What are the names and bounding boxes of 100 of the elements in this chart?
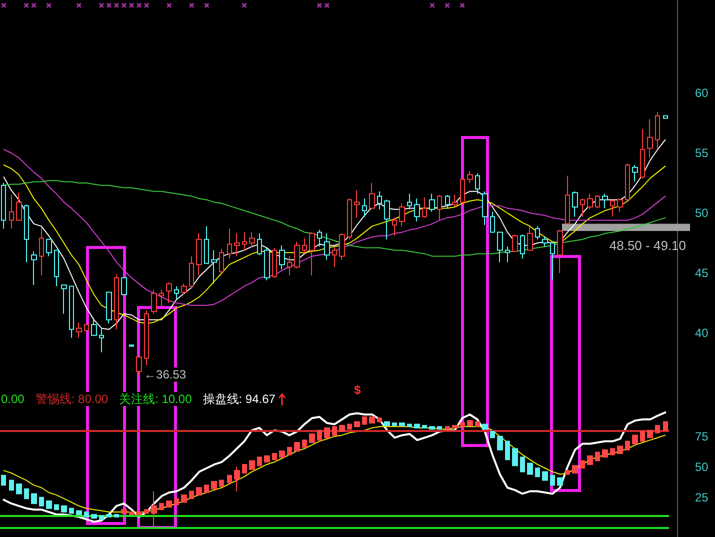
candlestick <box>512 234 518 252</box>
candlestick <box>196 232 202 276</box>
candlestick <box>1 474 6 486</box>
candlestick <box>602 449 608 458</box>
candlestick <box>99 515 104 520</box>
candlestick <box>257 232 262 256</box>
candlestick <box>317 430 322 441</box>
candlestick <box>647 118 653 158</box>
ref-line-label: 0.00 <box>0 392 26 406</box>
candlestick <box>527 462 533 475</box>
candlestick <box>91 514 97 519</box>
candlestick <box>384 421 390 426</box>
candlestick <box>557 477 563 486</box>
candlestick <box>520 456 525 472</box>
candlestick <box>640 128 645 179</box>
candlestick <box>595 452 600 462</box>
candlestick <box>557 229 563 274</box>
candlestick <box>302 238 307 254</box>
candlestick <box>399 422 405 426</box>
y-tick-label: 55 <box>695 146 709 160</box>
candlestick <box>625 163 630 200</box>
candlestick <box>136 512 142 515</box>
candlestick <box>61 284 67 314</box>
candlestick <box>369 182 375 210</box>
candlestick <box>339 232 345 260</box>
candlestick <box>69 508 74 514</box>
candlestick <box>106 292 112 324</box>
y-tick-label: 45 <box>695 266 709 280</box>
candlestick <box>414 198 420 222</box>
candlestick <box>31 493 37 504</box>
candlestick <box>655 112 660 150</box>
candlestick <box>445 426 450 430</box>
candlestick <box>257 456 262 466</box>
candlestick <box>362 198 367 218</box>
candlestick <box>151 490 157 528</box>
y-tick-label: 50 <box>695 206 709 220</box>
candlestick <box>227 474 232 484</box>
candlestick <box>580 198 585 218</box>
candlestick <box>272 452 277 460</box>
candlestick <box>332 247 337 268</box>
candlestick <box>174 286 179 300</box>
candlestick <box>279 450 285 458</box>
candlestick <box>632 164 638 182</box>
candlestick <box>347 198 352 240</box>
candlestick <box>76 510 82 515</box>
candlestick <box>16 483 22 494</box>
candlestick <box>572 465 578 474</box>
ref-line-label: 关注线: 10.00 <box>118 392 193 406</box>
candlestick <box>219 480 224 487</box>
candlestick <box>497 436 503 450</box>
text: 操盘线: 94.67 <box>202 392 276 406</box>
candlestick <box>84 322 89 332</box>
candlestick <box>114 514 119 518</box>
candlestick <box>482 190 488 226</box>
candlestick <box>91 319 97 336</box>
candlestick <box>482 424 488 430</box>
candlestick <box>332 426 337 436</box>
candlestick <box>655 424 660 434</box>
candlestick <box>520 234 525 260</box>
line-series <box>2 411 666 523</box>
y-tick-label: 40 <box>695 326 709 340</box>
candlestick <box>505 440 510 460</box>
candlestick <box>460 178 465 204</box>
y-tick-label: 50 <box>695 460 709 474</box>
candlestick <box>151 289 157 314</box>
candlestick <box>317 229 322 248</box>
candlestick <box>76 322 82 338</box>
candlestick <box>354 421 360 428</box>
candlestick <box>467 420 473 426</box>
candlestick <box>287 446 292 456</box>
candlestick <box>234 232 240 257</box>
candlestick <box>46 500 52 509</box>
line-series <box>3 426 666 513</box>
candlestick <box>535 226 540 240</box>
candlestick <box>309 433 315 444</box>
candlestick <box>69 286 74 338</box>
candlestick <box>16 192 22 221</box>
candlestick <box>422 196 427 218</box>
candlestick <box>39 496 44 506</box>
candlestick <box>414 424 420 428</box>
candlestick <box>242 232 247 251</box>
candlestick <box>377 190 382 210</box>
candlestick <box>460 422 465 428</box>
candlestick <box>572 190 578 218</box>
ref-line-label: 警惕线: 80.00 <box>34 392 110 406</box>
y-tick-label: 75 <box>695 429 709 444</box>
y-tick-label: 25 <box>695 490 709 504</box>
candlestick <box>196 487 202 496</box>
candlestick <box>302 440 307 448</box>
candlestick <box>294 241 300 269</box>
candlestick <box>159 502 164 510</box>
candlestick <box>189 490 194 500</box>
candlestick <box>114 274 119 330</box>
candlestick <box>219 248 224 274</box>
candlestick <box>204 484 209 493</box>
candlestick <box>422 424 427 428</box>
candlestick <box>99 328 104 353</box>
candlestick <box>663 421 668 431</box>
candlestick <box>121 509 127 514</box>
candlestick <box>211 250 217 284</box>
